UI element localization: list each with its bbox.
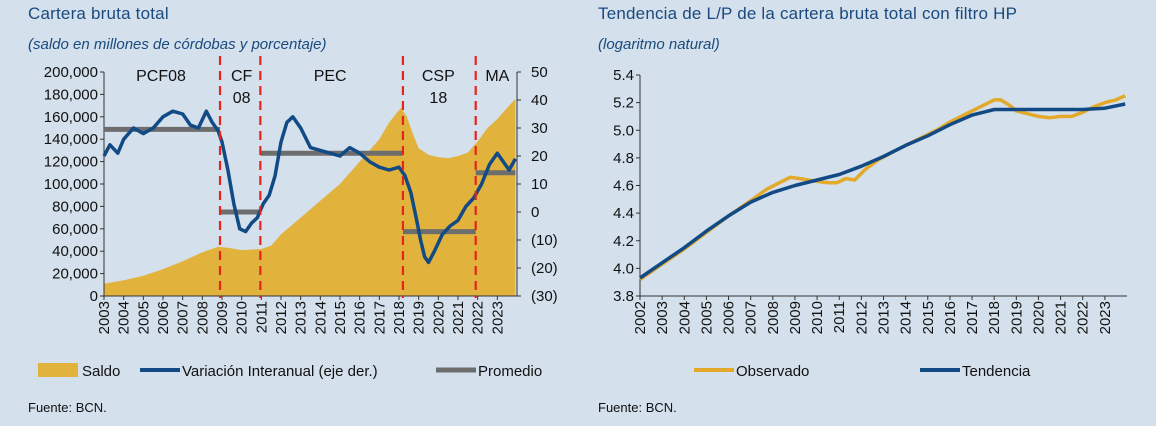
x-tick-label: 2003	[96, 301, 113, 334]
y-tick-label: 4.6	[613, 178, 634, 195]
y-left-tick-label: 160,000	[44, 109, 98, 126]
y-left-tick-label: 0	[90, 288, 98, 305]
x-tick-label: 2005	[135, 301, 152, 334]
y-tick-label: 4.4	[613, 205, 634, 222]
x-tick-label: 2005	[698, 301, 715, 334]
legend-label-tendencia: Tendencia	[962, 363, 1031, 380]
x-tick-label: 2017	[964, 301, 981, 334]
y-left-tick-label: 100,000	[44, 176, 98, 193]
x-tick-label: 2019	[411, 301, 428, 334]
x-tick-label: 2021	[450, 301, 467, 334]
period-label: MA	[485, 68, 509, 85]
y-left-tick-label: 20,000	[52, 266, 98, 283]
y-left-tick-label: 60,000	[52, 221, 98, 238]
x-tick-label: 2010	[809, 301, 826, 334]
period-label: 08	[233, 90, 251, 107]
x-tick-label: 2022	[1075, 301, 1092, 334]
x-tick-label: 2015	[332, 301, 349, 334]
left-chart-title: Cartera bruta total	[28, 4, 169, 23]
x-tick-label: 2008	[194, 301, 211, 334]
y-tick-label: 4.0	[613, 260, 634, 277]
x-tick-label: 2014	[312, 301, 329, 334]
left-chart-svg: 0 20,000 40,000 60,000 80,000 100,000 120,000 1…	[38, 56, 558, 380]
legend-swatch-saldo	[38, 363, 78, 377]
y-right-tick-label: 30	[531, 120, 548, 137]
y-right-tick-label: 50	[531, 64, 548, 81]
legend-label-variacion-interanual-eje-der: Variación Interanual (eje der.)	[182, 363, 378, 380]
period-label: CF	[231, 68, 253, 85]
y-left-tick-label: 120,000	[44, 154, 98, 171]
legend-label-saldo: Saldo	[82, 363, 120, 380]
y-right-tick-label: (20)	[531, 260, 558, 277]
y-right-tick-label: (10)	[531, 232, 558, 249]
y-left-tick-label: 180,000	[44, 86, 98, 103]
left-chart-source: Fuente: BCN.	[28, 400, 107, 415]
x-tick-label: 2006	[721, 301, 738, 334]
y-right-tick-label: 20	[531, 148, 548, 165]
x-tick-label: 2012	[273, 301, 290, 334]
x-tick-label: 2007	[743, 301, 760, 334]
x-tick-label: 2012	[853, 301, 870, 334]
y-left-tick-label: 200,000	[44, 64, 98, 81]
x-tick-label: 2004	[116, 301, 133, 334]
x-tick-label: 2017	[371, 301, 388, 334]
x-tick-label: 2019	[1008, 301, 1025, 334]
x-tick-label: 2010	[234, 301, 251, 334]
y-tick-label: 4.8	[613, 150, 634, 167]
observado-line	[639, 94, 1126, 281]
x-tick-label: 2009	[787, 301, 804, 334]
x-tick-label: 2015	[920, 301, 937, 334]
left-chart-panel: Cartera bruta total (saldo en millones d…	[0, 0, 575, 426]
x-tick-label: 2022	[470, 301, 487, 334]
y-tick-label: 5.4	[613, 67, 634, 84]
y-left-tick-label: 140,000	[44, 131, 98, 148]
y-tick-label: 5.0	[613, 122, 634, 139]
saldo-area	[104, 98, 516, 297]
left-chart-subtitle: (saldo en millones de córdobas y porcent…	[28, 36, 327, 53]
x-tick-label: 2018	[986, 301, 1003, 334]
x-tick-label: 2013	[293, 301, 310, 334]
x-tick-label: 2016	[352, 301, 369, 334]
right-chart-title: Tendencia de L/P de la cartera bruta tot…	[598, 4, 1018, 23]
y-tick-label: 3.8	[613, 288, 634, 305]
right-chart-subtitle: (logaritmo natural)	[598, 36, 720, 53]
y-right-tick-label: 10	[531, 176, 548, 193]
x-tick-label: 2016	[942, 301, 959, 334]
x-tick-label: 2006	[155, 301, 172, 334]
y-right-tick-label: (30)	[531, 288, 558, 305]
period-label: PCF08	[136, 68, 186, 85]
y-tick-label: 4.2	[613, 233, 634, 250]
x-tick-label: 2003	[654, 301, 671, 334]
y-left-tick-label: 80,000	[52, 198, 98, 215]
y-tick-label: 5.2	[613, 95, 634, 112]
x-tick-label: 2004	[676, 301, 693, 334]
right-chart-source: Fuente: BCN.	[598, 400, 677, 415]
tendencia-line	[639, 102, 1126, 280]
x-tick-label: 2013	[876, 301, 893, 334]
x-tick-label: 2002	[632, 301, 649, 334]
legend-label-promedio: Promedio	[478, 363, 542, 380]
y-right-tick-label: 0	[531, 204, 539, 221]
y-right-tick-label: 40	[531, 92, 548, 109]
period-label: 18	[429, 90, 447, 107]
period-label: CSP	[422, 68, 455, 85]
right-chart-svg: 3.8 4.0 4.2 4.4 4.6 4.8 5.0 5.2 5.4 2002 2003 2004 2…	[613, 67, 1127, 380]
x-tick-label: 2009	[214, 301, 231, 334]
x-tick-label: 2021	[1053, 301, 1070, 334]
x-tick-label: 2023	[1097, 301, 1114, 334]
x-tick-label: 2020	[430, 301, 447, 334]
x-tick-label: 2023	[489, 301, 506, 334]
x-tick-label: 2007	[175, 301, 192, 334]
variacion-interanual-line	[102, 109, 517, 265]
x-tick-label: 2020	[1030, 301, 1047, 334]
x-tick-label: 2014	[898, 301, 915, 334]
right-chart-panel: Tendencia de L/P de la cartera bruta tot…	[590, 0, 1156, 426]
x-tick-label: 2018	[391, 301, 408, 334]
legend-label-observado: Observado	[736, 363, 809, 380]
x-tick-label: 2008	[765, 301, 782, 334]
period-label: PEC	[314, 68, 347, 85]
x-tick-label: 2011	[831, 301, 848, 333]
x-tick-label: 2011	[253, 301, 270, 333]
y-left-tick-label: 40,000	[52, 243, 98, 260]
